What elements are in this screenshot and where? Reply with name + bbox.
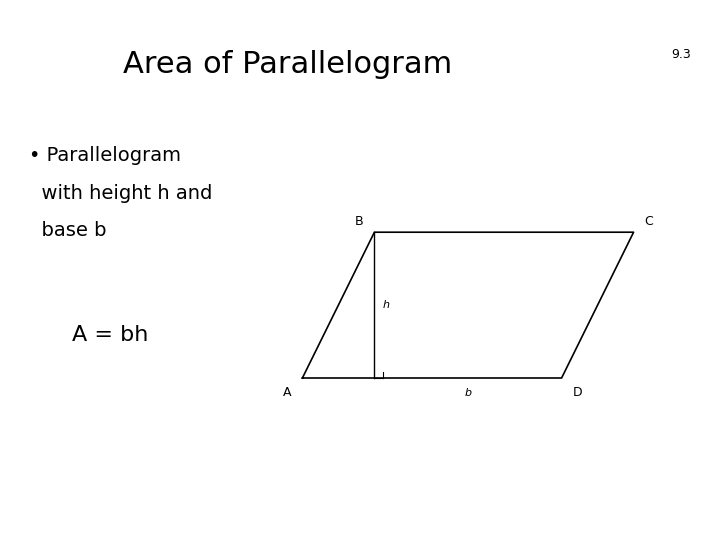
Text: A: A	[283, 386, 292, 399]
Text: h: h	[383, 300, 390, 310]
Text: C: C	[644, 215, 653, 228]
Text: B: B	[355, 215, 364, 228]
Text: with height h and: with height h and	[29, 184, 212, 202]
Text: A = bh: A = bh	[72, 325, 148, 345]
Text: 9.3: 9.3	[672, 48, 691, 60]
Text: Area of Parallelogram: Area of Parallelogram	[123, 50, 453, 79]
Text: base b: base b	[29, 221, 107, 240]
Text: • Parallelogram: • Parallelogram	[29, 146, 181, 165]
Text: b: b	[464, 388, 472, 398]
Text: D: D	[572, 386, 582, 399]
